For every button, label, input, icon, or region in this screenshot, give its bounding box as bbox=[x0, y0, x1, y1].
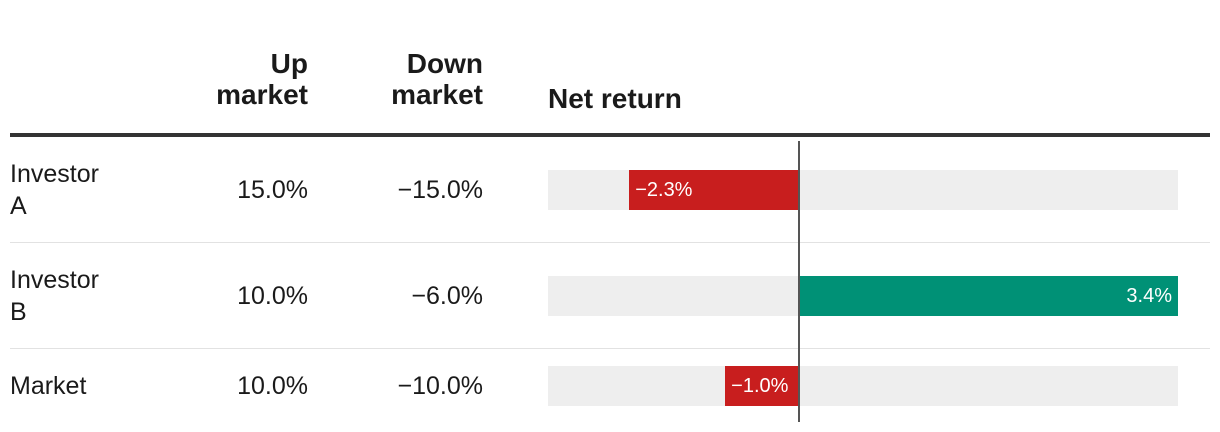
bar-track: −1.0% bbox=[548, 366, 1178, 406]
bar-track: −2.3% bbox=[548, 170, 1178, 210]
header-down-market: Down market bbox=[391, 48, 483, 110]
net-return-bar bbox=[629, 170, 799, 210]
row-down-value: −15.0% bbox=[397, 176, 484, 204]
row-divider bbox=[10, 348, 1210, 349]
header-rule bbox=[10, 133, 1210, 137]
row-down-value: −6.0% bbox=[411, 282, 483, 310]
row-up-value: 15.0% bbox=[237, 176, 308, 204]
zero-axis-line bbox=[798, 141, 800, 422]
net-return-label: −1.0% bbox=[731, 375, 789, 397]
row-up-value: 10.0% bbox=[237, 282, 308, 310]
row-name-investor-a: Investor A bbox=[10, 160, 99, 220]
net-return-bar bbox=[725, 366, 799, 406]
row-down-value: −10.0% bbox=[397, 372, 484, 400]
row-name-market: Market bbox=[10, 372, 87, 400]
header-up-market: Up market bbox=[216, 48, 308, 110]
header-net-return: Net return bbox=[548, 83, 682, 114]
net-return-bar bbox=[799, 276, 1178, 316]
net-return-label: 3.4% bbox=[1126, 285, 1172, 307]
row-up-value: 10.0% bbox=[237, 372, 308, 400]
row-name-investor-b: Investor B bbox=[10, 266, 99, 326]
net-return-label: −2.3% bbox=[635, 179, 693, 201]
row-divider bbox=[10, 242, 1210, 243]
bar-track: 3.4% bbox=[548, 276, 1178, 316]
